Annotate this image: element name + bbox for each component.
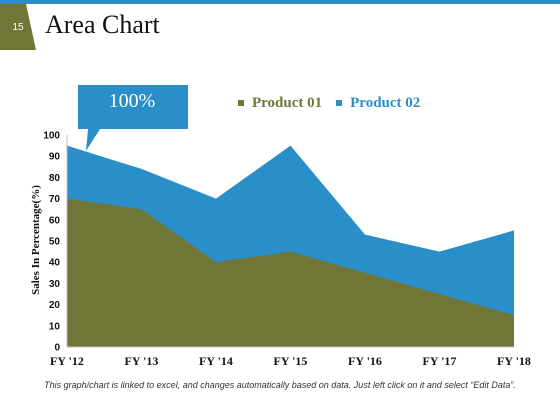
chart-areas: [66, 145, 515, 347]
legend-item-product-02: Product 02: [336, 95, 420, 112]
y-tick-label: 0: [54, 343, 60, 354]
x-tick-label: FY '15: [274, 354, 308, 368]
y-tick-label: 20: [49, 300, 61, 311]
footnote: This graph/chart is linked to excel, and…: [44, 380, 516, 390]
legend-swatch-product-02: [336, 100, 343, 106]
y-tick-label: 60: [49, 215, 61, 226]
top-accent-bar: [0, 0, 560, 4]
legend-swatch-product-01: [238, 100, 244, 106]
x-tick-label: FY '17: [423, 354, 457, 368]
slide-number: 15: [12, 22, 24, 33]
y-tick-label: 30: [49, 279, 61, 290]
x-tick-label: FY '18: [497, 354, 531, 368]
chart-axes: [66, 135, 514, 348]
x-tick-label: FY '13: [125, 354, 159, 368]
area-series-1: [67, 198, 514, 347]
y-tick-label: 90: [49, 152, 61, 163]
callout-value: 100%: [108, 90, 156, 112]
y-tick-label: 10: [49, 321, 61, 332]
x-tick-labels: FY '12 FY '13 FY '14 FY '15 FY '16 FY '17 FY '…: [50, 354, 531, 368]
legend-label-product-01: Product 01: [252, 94, 323, 111]
slide-number-badge: [0, 4, 36, 50]
y-tick-label: 50: [49, 237, 61, 248]
legend-item-product-01: Product 01: [238, 95, 322, 112]
callout-box: [78, 85, 188, 151]
y-tick-label: 100: [43, 131, 60, 142]
y-axis-label: Sales In Percentage(%): [30, 185, 42, 295]
x-tick-label: FY '12: [50, 354, 84, 368]
slide-title: Area Chart: [45, 10, 160, 39]
y-tick-labels: 0 10 20 30 40 50 60 70 80 90 100: [43, 131, 60, 354]
y-tick-label: 80: [49, 173, 61, 184]
legend-label-product-02: Product 02: [350, 94, 421, 111]
y-tick-label: 70: [49, 194, 61, 205]
x-tick-label: FY '14: [199, 354, 233, 368]
y-tick-label: 40: [49, 258, 61, 269]
x-tick-label: FY '16: [348, 354, 382, 368]
chart-legend: Product 01 Product 02: [238, 93, 434, 113]
